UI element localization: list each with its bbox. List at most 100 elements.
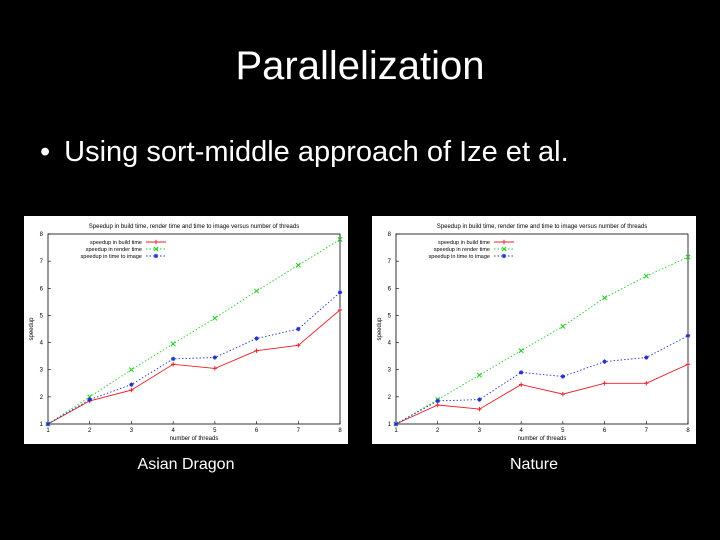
y-tick-label: 6 [388, 286, 392, 292]
series-line [47, 239, 341, 425]
y-tick-label: 5 [40, 313, 44, 319]
data-point [685, 333, 691, 338]
y-tick-label: 1 [388, 422, 392, 428]
data-point [476, 372, 482, 378]
legend-label: speedup in render time [434, 247, 490, 253]
y-tick-label: 5 [388, 313, 392, 319]
legend-marker [153, 253, 159, 259]
series-line [395, 363, 689, 425]
x-tick-label: 2 [436, 428, 440, 434]
y-axis-label: speedup [377, 317, 383, 341]
data-point [254, 336, 259, 341]
chart-caption-asian-dragon: Asian Dragon [137, 456, 235, 473]
data-point [212, 366, 218, 371]
data-point [129, 382, 134, 387]
data-point [685, 362, 691, 367]
data-point [212, 315, 218, 321]
x-tick-label: 8 [686, 428, 690, 434]
y-tick-label: 7 [40, 259, 44, 265]
data-point [435, 398, 440, 404]
data-point [254, 348, 259, 353]
data-point [170, 341, 176, 347]
x-tick-label: 4 [519, 428, 523, 434]
legend-label: speedup in build time [438, 240, 490, 246]
data-point [295, 262, 301, 268]
y-tick-label: 4 [40, 341, 44, 347]
legend-label: speedup in time to image [81, 254, 142, 260]
series-1 [393, 362, 691, 427]
plot-frame [395, 233, 689, 425]
data-point [337, 236, 343, 242]
data-point [435, 402, 440, 408]
bullet-item: • Using sort-middle approach of Ize et a… [40, 132, 569, 172]
y-tick-label: 2 [40, 395, 44, 401]
data-point [560, 391, 566, 397]
x-tick-label: 1 [46, 428, 50, 434]
data-point [644, 381, 649, 386]
data-point [477, 397, 482, 402]
y-tick-label: 6 [40, 286, 44, 292]
x-tick-label: 3 [478, 428, 482, 434]
series-1 [45, 307, 343, 427]
x-tick-label: 7 [297, 428, 301, 434]
x-axis-label: number of threads [170, 436, 219, 442]
series-line [395, 335, 689, 425]
x-tick-label: 3 [130, 428, 134, 434]
legend-label: speedup in render time [86, 247, 142, 253]
bullet-marker: • [40, 136, 51, 168]
y-tick-label: 4 [388, 341, 392, 347]
data-point [393, 421, 399, 427]
plot-frame [47, 233, 341, 425]
y-tick-label: 8 [40, 232, 44, 238]
x-tick-label: 4 [171, 428, 175, 434]
y-tick-label: 7 [388, 259, 392, 265]
legend-label: speedup in time to image [429, 254, 490, 260]
data-point [602, 295, 608, 301]
x-tick-label: 7 [645, 428, 649, 434]
chart-asian-dragon: Speedup in build time, render time and t… [29, 224, 343, 442]
x-tick-label: 2 [88, 428, 92, 434]
x-tick-label: 6 [255, 428, 259, 434]
data-point [518, 382, 524, 387]
x-tick-label: 5 [213, 428, 217, 434]
data-point [296, 326, 301, 332]
data-point [254, 288, 260, 294]
x-tick-label: 6 [603, 428, 607, 434]
slide-title: Parallelization [235, 44, 485, 88]
x-axis-label: number of threads [518, 436, 567, 442]
chart-nature: Speedup in build time, render time and t… [377, 224, 691, 442]
data-point [644, 355, 649, 360]
legend-marker [501, 246, 507, 252]
series-line [47, 309, 341, 425]
series-3 [393, 333, 691, 427]
data-point [560, 323, 566, 329]
y-tick-label: 3 [388, 368, 392, 374]
legend-marker [501, 253, 507, 259]
series-2 [45, 236, 343, 427]
data-point [518, 370, 524, 375]
data-point [518, 348, 524, 354]
legend-label: speedup in build time [90, 240, 142, 246]
legend-marker [501, 239, 507, 245]
y-axis-label: speedup [29, 317, 35, 341]
x-tick-label: 8 [338, 428, 342, 434]
data-point [602, 381, 607, 386]
data-point [129, 387, 134, 393]
y-tick-label: 3 [40, 368, 44, 374]
series-3 [45, 290, 343, 427]
y-tick-label: 1 [40, 422, 44, 428]
data-point [477, 406, 482, 412]
data-point [337, 290, 343, 295]
y-tick-label: 8 [388, 232, 392, 238]
y-tick-label: 2 [388, 395, 392, 401]
legend-marker [153, 239, 159, 245]
data-point [602, 359, 607, 364]
data-point [87, 397, 92, 402]
data-point [296, 343, 301, 348]
data-point [45, 421, 51, 427]
data-point [170, 356, 176, 362]
series-line [395, 256, 689, 425]
series-line [47, 292, 341, 425]
chart-panel-asian-dragon: Speedup in build time, render time and t… [24, 216, 348, 444]
bullet-text: Using sort-middle approach of Ize et al. [64, 136, 569, 168]
